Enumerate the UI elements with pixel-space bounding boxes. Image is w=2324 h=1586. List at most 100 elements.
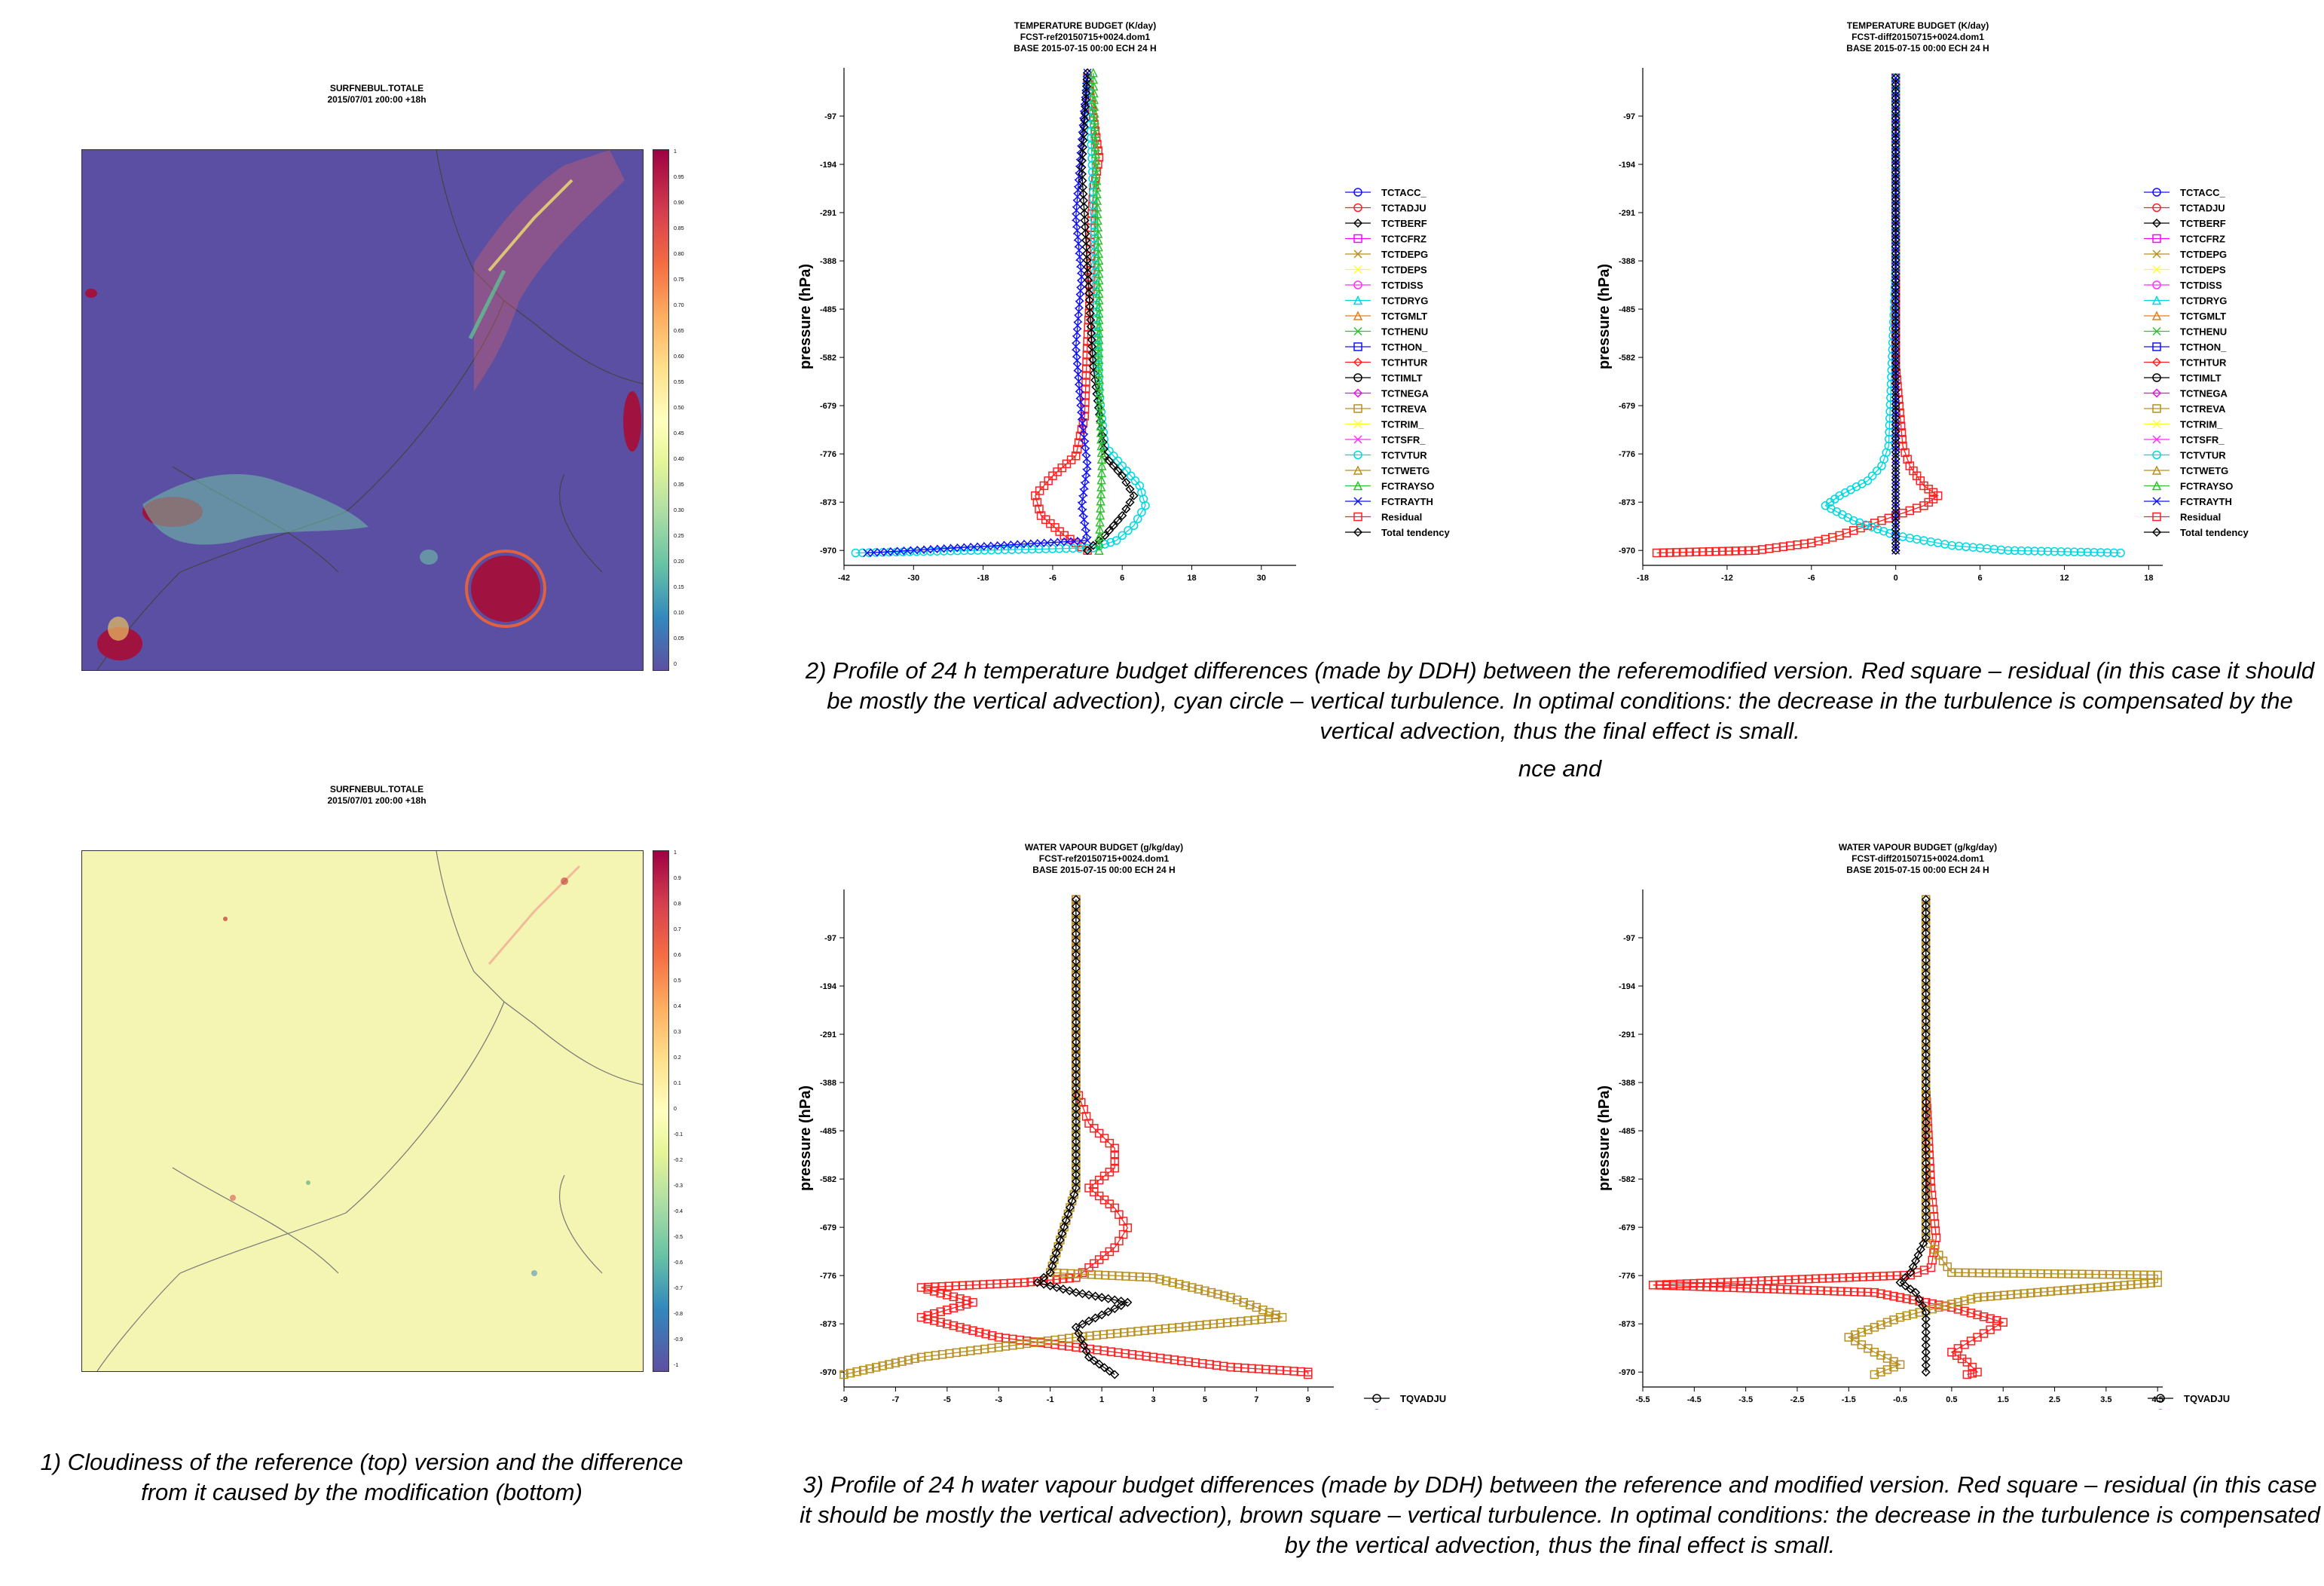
legend-entry: TCTDEPG [2180,249,2227,260]
data-point [939,547,949,556]
data-point [1080,433,1089,442]
data-point [1751,546,1760,555]
data-point [1906,1284,1916,1294]
colorbar-tick-label: 0.20 [674,559,684,565]
coastline [559,473,603,573]
chart-subtitle: BASE 2015-07-15 00:00 ECH 24 H [1846,43,1989,54]
data-point [1057,537,1066,547]
data-point [1133,514,1142,524]
data-point [1232,1295,1242,1305]
data-point [1110,1150,1119,1159]
data-point [1078,494,1087,504]
data-point [910,1354,919,1364]
data-point [1079,426,1088,435]
data-point [1075,246,1084,255]
data-point [1277,1312,1287,1322]
data-point [1072,226,1081,235]
data-point [2026,1288,2035,1298]
chart-subtitle: BASE 2015-07-15 00:00 ECH 24 H [1014,43,1156,54]
y-tick-label: -776 [1619,1272,1635,1281]
data-point [1916,1245,1925,1254]
data-point [1353,250,1362,259]
data-point [1089,1355,1099,1366]
data-point [949,1321,959,1330]
colorbar-tick-label: 0.50 [674,406,684,411]
data-point [2066,1285,2075,1294]
data-point [1968,1268,1977,1278]
data-point [2116,548,2125,558]
legend-entry: FCTRAYSO [1381,481,1434,492]
data-point [1925,1170,1935,1180]
data-point [2133,1270,2142,1279]
data-point [1071,1064,1081,1073]
y-tick-label: -582 [820,354,836,363]
data-point [2152,419,2161,429]
data-point [1995,1269,2004,1278]
data-point [1072,349,1081,358]
data-point [1849,1287,1859,1297]
colorbar-tick-label: -0.2 [674,1158,683,1163]
chart-subtitle: FCST-diff20150715+0024.dom1 [1852,32,1984,42]
data-point [1039,1279,1049,1289]
legend-entry: TCTGMLT [2180,311,2226,322]
data-point [2009,1269,2018,1278]
data-point [2083,547,2092,557]
data-point [1020,1278,1029,1287]
data-point [1782,1284,1792,1294]
data-point [1063,1209,1073,1219]
data-point [1023,539,1032,549]
data-point [1237,1317,1246,1326]
data-point [2069,547,2079,556]
data-point [1921,1314,1931,1324]
data-point [1087,1270,1096,1279]
legend-entry: TCTVTUR [2180,450,2226,461]
data-point [878,1361,888,1370]
colorbar-tick-label: 0.30 [674,508,684,513]
colorbar-tick-label: 0.05 [674,636,684,641]
chart-subtitle: FCST-ref20150715+0024.dom1 [1039,853,1170,864]
data-point [1116,1300,1126,1310]
data-point [1716,1278,1726,1287]
data-point [1076,1098,1086,1107]
data-point [2056,547,2066,556]
data-point [1148,1273,1158,1282]
data-point [1108,521,1118,531]
data-point [1845,1272,1855,1282]
data-point [1077,501,1086,510]
x-tick-label: -1 [1047,1395,1054,1404]
x-tick-label: -2.5 [1790,1395,1804,1404]
data-point [1113,466,1123,476]
data-point [996,540,1005,550]
data-point [1250,1315,1259,1324]
data-point [1921,1232,1931,1243]
data-point [1864,1325,1873,1334]
data-point [936,1288,946,1298]
data-point [1811,1274,1821,1284]
legend-entry: Total tendency [1381,527,1451,538]
data-point [1044,476,1053,485]
data-point [1222,1318,1232,1327]
data-point [1129,491,1139,501]
diff-spot [223,917,228,921]
data-point [870,548,879,557]
data-point [2106,1281,2115,1291]
data-point [1665,548,1674,557]
data-point [1071,1116,1081,1127]
data-point [923,1284,932,1294]
data-point [1885,414,1894,423]
data-point [1717,547,1727,556]
colorbar-tick-label: 1 [674,149,677,155]
colorbar-tick-label: 0.80 [674,252,684,257]
data-point [2151,527,2162,537]
data-point [2151,311,2162,320]
data-point [1094,1359,1104,1369]
colorbar-tick-label: 0.15 [674,585,684,590]
data-point [1035,504,1044,513]
data-point [1974,1268,1984,1278]
data-point [916,1312,926,1322]
x-tick-label: -18 [1637,574,1649,583]
legend-entry: TCTACC_ [2180,187,2225,198]
data-point [1045,1281,1055,1291]
data-point [1304,1370,1313,1379]
x-tick-label: -6 [1808,574,1815,583]
